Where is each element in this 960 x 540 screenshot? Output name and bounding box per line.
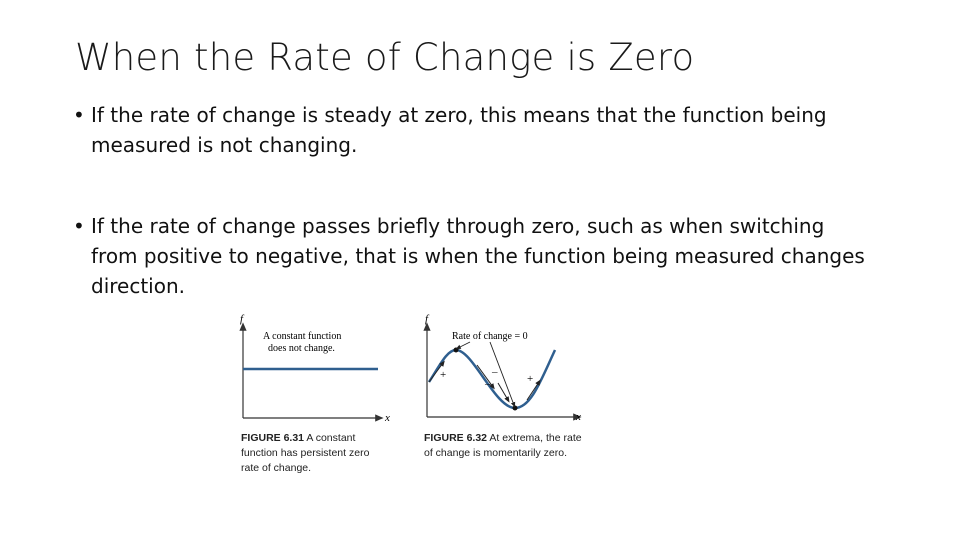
- minimum-point: [512, 405, 518, 411]
- figure-extrema: f x Rate of change = 0 + – – +: [423, 313, 582, 423]
- pointer-to-maximum: [455, 341, 471, 350]
- caption-text: At extrema, the rate of change is moment…: [424, 432, 582, 459]
- maximum-point: [453, 347, 459, 353]
- sign-label-3: –: [484, 378, 491, 390]
- wave-curve: [427, 348, 557, 410]
- bullet-text: If the rate of change is steady at zero,…: [91, 103, 827, 157]
- bullet-marker: •: [73, 103, 85, 127]
- bullet-steady-zero: • If the rate of change is steady at zer…: [73, 100, 873, 160]
- tangent-3: [497, 382, 510, 403]
- bullet-marker: •: [73, 214, 85, 238]
- tangent-4: [526, 379, 541, 401]
- tangent-2: [476, 364, 495, 390]
- x-axis-label: x: [384, 412, 390, 424]
- bullet-text: If the rate of change passes briefly thr…: [91, 214, 865, 298]
- figure-caption-6-32: FIGURE 6.32 At extrema, the rate of chan…: [424, 431, 584, 461]
- annotation-line-1: A constant function: [263, 331, 341, 342]
- sign-label-4: +: [527, 373, 533, 385]
- y-axis-label: f: [425, 313, 430, 325]
- figure-constant-function: f x A constant function does not change.: [239, 313, 390, 424]
- annotation: Rate of change = 0: [452, 331, 528, 342]
- x-axis-label: x: [575, 411, 581, 423]
- slide-title: When the Rate of Change is Zero: [75, 36, 695, 79]
- bullet-passes-through-zero: • If the rate of change passes briefly t…: [73, 211, 873, 301]
- caption-label: FIGURE 6.31: [241, 432, 305, 444]
- tangent-1: [428, 360, 445, 383]
- caption-label: FIGURE 6.32: [424, 432, 488, 444]
- annotation-line-2: does not change.: [268, 343, 335, 354]
- caption-text: A constant function has persistent zero …: [241, 432, 370, 474]
- sign-label-1: +: [440, 369, 446, 381]
- sign-label-2: –: [491, 366, 498, 378]
- y-axis-label: f: [240, 313, 245, 325]
- figure-caption-6-31: FIGURE 6.31 A constant function has pers…: [241, 431, 381, 476]
- pointer-to-minimum: [489, 341, 516, 408]
